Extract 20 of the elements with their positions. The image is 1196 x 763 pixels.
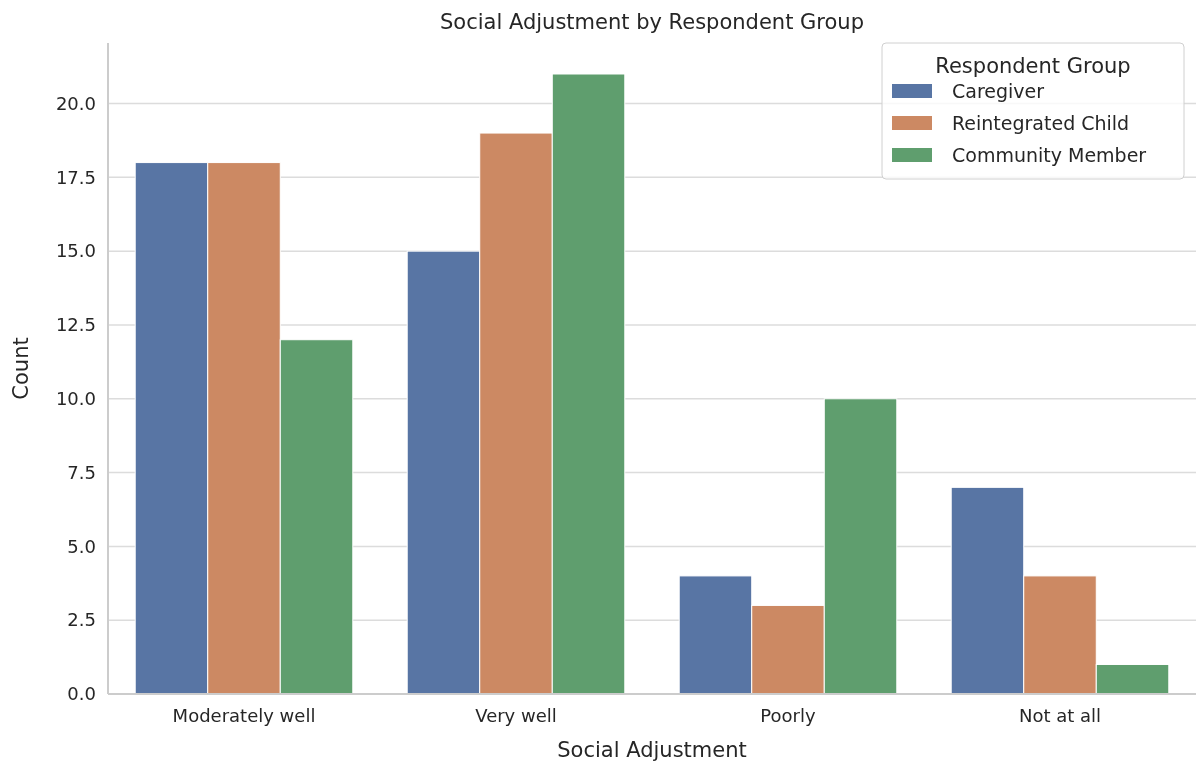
- y-tick-label: 0.0: [67, 683, 96, 705]
- x-axis-title: Social Adjustment: [557, 738, 747, 762]
- legend-label: Reintegrated Child: [952, 111, 1130, 134]
- x-tick-label: Very well: [475, 705, 557, 726]
- y-tick-label: 12.5: [55, 314, 96, 336]
- legend-title: Respondent Group: [935, 54, 1131, 78]
- y-tick-label: 20.0: [55, 92, 96, 114]
- y-tick-label: 17.5: [55, 166, 96, 188]
- y-tick-label: 15.0: [55, 240, 96, 262]
- y-tick-label: 7.5: [67, 461, 96, 483]
- y-tick-label: 10.0: [55, 388, 96, 410]
- x-tick-label: Not at all: [1018, 705, 1102, 726]
- legend-label: Caregiver: [952, 79, 1045, 102]
- y-tick-label: 2.5: [67, 609, 96, 631]
- x-tick-label: Moderately well: [172, 705, 316, 726]
- y-tick-label: 5.0: [67, 535, 96, 557]
- y-axis-title: Count: [9, 337, 33, 400]
- legend-label: Community Member: [952, 143, 1147, 166]
- x-tick-label: Poorly: [760, 705, 816, 726]
- chart-title: Social Adjustment by Respondent Group: [439, 10, 865, 34]
